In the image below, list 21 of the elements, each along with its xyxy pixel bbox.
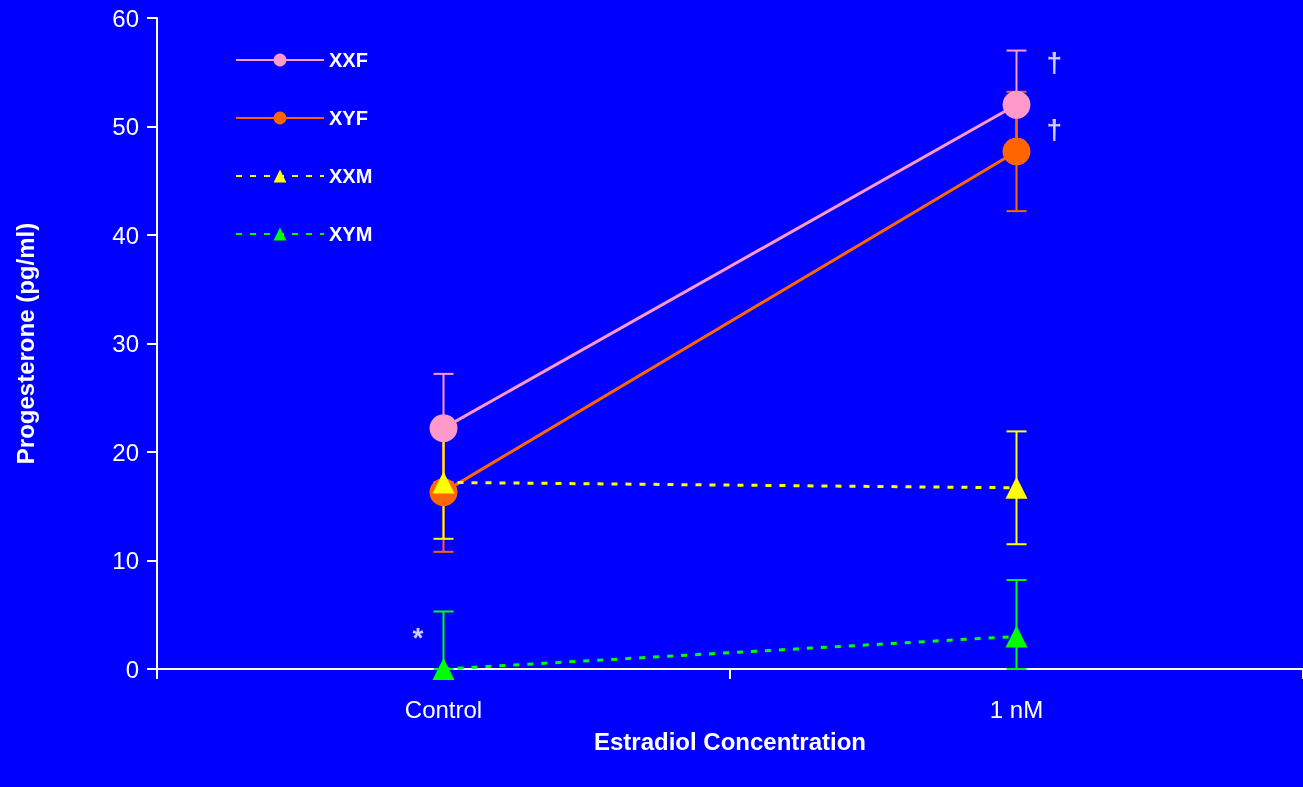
y-tick-label: 30 (112, 330, 139, 357)
y-tick-label: 40 (112, 221, 139, 249)
legend-label: XXM (329, 165, 373, 187)
x-axis-title: Estradiol Concentration (593, 727, 867, 755)
annotation: † (1046, 46, 1063, 78)
y-tick-label: 50 (112, 113, 139, 140)
y-tick-label: 20 (112, 438, 139, 466)
y-axis-title: Progesterone (pg/ml) (11, 222, 39, 465)
annotation: † (1046, 114, 1063, 146)
point (429, 414, 458, 443)
y-tick-label: 0 (125, 655, 139, 683)
legend-label: XYF (329, 107, 368, 129)
point (1002, 137, 1031, 166)
y-tick-label: 10 (112, 547, 139, 574)
annotation: * (412, 622, 424, 654)
point (1002, 90, 1031, 119)
x-tick-label: Control (404, 695, 483, 723)
y-tick-label: 60 (112, 4, 139, 32)
legend-label: XXF (329, 49, 368, 71)
x-tick-label: 1 nM (989, 695, 1044, 723)
legend-label: XYM (329, 223, 373, 245)
